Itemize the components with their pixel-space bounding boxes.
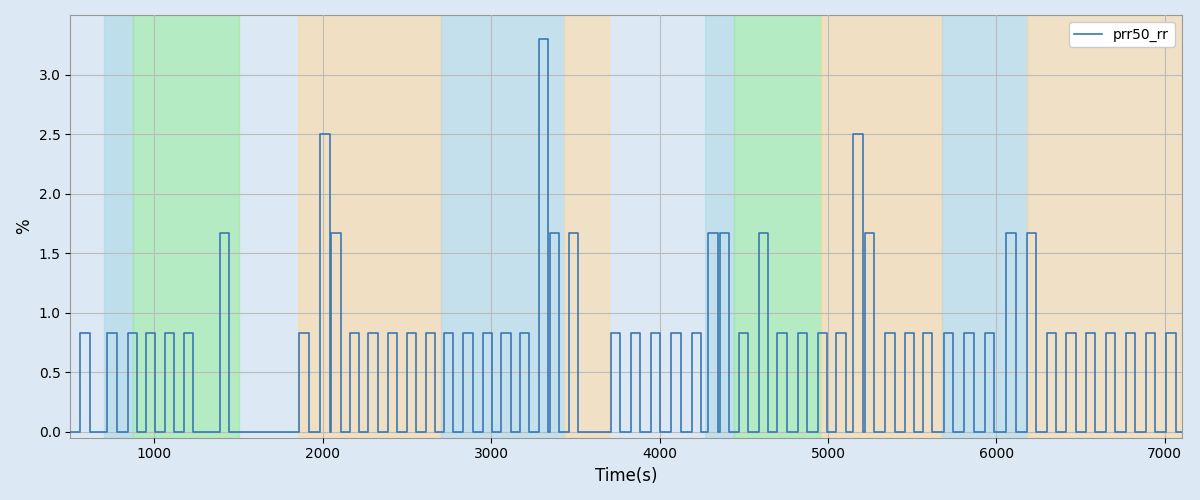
Bar <box>132 15 239 438</box>
Bar <box>564 15 610 438</box>
X-axis label: Time(s): Time(s) <box>595 467 658 485</box>
Bar <box>821 15 942 438</box>
Bar <box>733 15 821 438</box>
prr50_rr <box>522 330 536 336</box>
prr50_rr <box>64 429 78 435</box>
prr50_rr <box>1175 429 1189 435</box>
Bar <box>706 15 733 438</box>
Bar <box>1027 15 1182 438</box>
prr50_rr <box>120 429 134 435</box>
Line: prr50_rr: prr50_rr <box>71 39 1182 432</box>
Bar <box>298 15 440 438</box>
Y-axis label: %: % <box>16 218 34 234</box>
Bar <box>942 15 1027 438</box>
Bar <box>104 15 132 438</box>
prr50_rr <box>437 429 451 435</box>
prr50_rr <box>1079 429 1093 435</box>
prr50_rr <box>494 429 509 435</box>
Bar <box>440 15 564 438</box>
prr50_rr <box>222 429 236 435</box>
prr50_rr <box>532 36 546 42</box>
Legend: prr50_rr: prr50_rr <box>1069 22 1175 47</box>
